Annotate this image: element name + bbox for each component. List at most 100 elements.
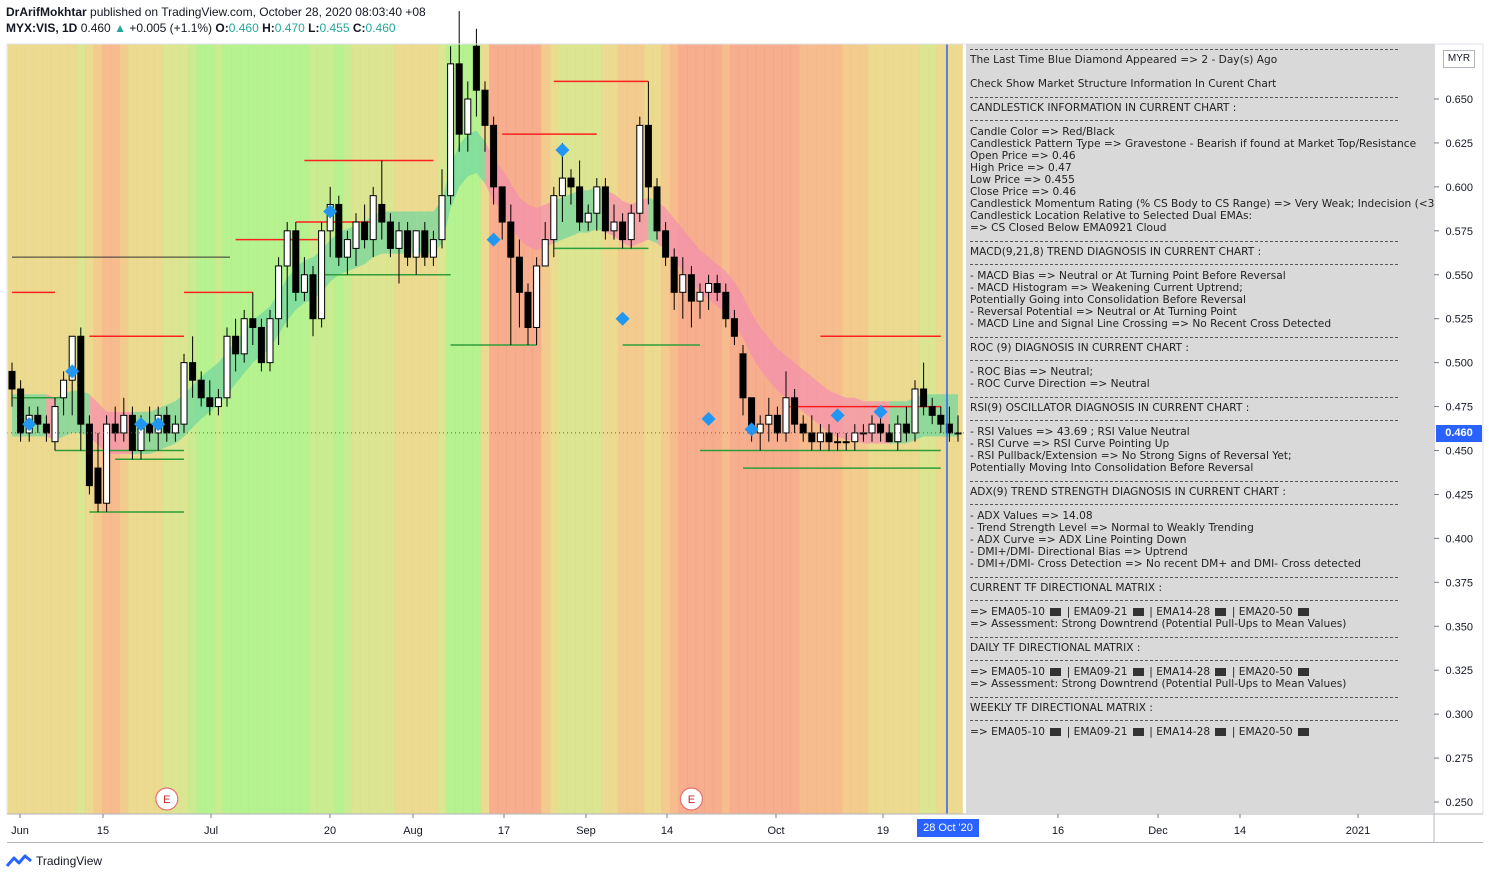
cloud-segment	[519, 197, 528, 247]
candle-body	[249, 318, 257, 328]
candle-body	[421, 230, 429, 258]
price-tick-label: 0.400	[1445, 533, 1473, 545]
symbol-label[interactable]: MYX:VIS, 1D	[6, 21, 78, 35]
bullish-candle	[318, 222, 326, 328]
heat-band	[506, 44, 516, 814]
price-tick-label: 0.450	[1445, 446, 1473, 458]
bullish-candle	[429, 230, 437, 266]
candle-body	[240, 318, 248, 355]
high-label: H:	[262, 21, 275, 35]
candle-body	[636, 124, 644, 214]
tradingview-footer[interactable]: TradingView	[6, 853, 102, 869]
bearish-candle	[773, 406, 781, 442]
cloud-segment	[166, 401, 176, 447]
candle-body	[481, 89, 489, 126]
candle-body	[171, 423, 179, 434]
candle-body	[619, 221, 627, 241]
heat-band	[721, 44, 731, 814]
cloud-segment	[777, 348, 786, 398]
bullish-candle	[223, 327, 231, 407]
candle-body	[309, 274, 317, 320]
bearish-candle	[791, 388, 799, 433]
bullish-candle	[412, 230, 420, 275]
close-label: C:	[352, 21, 366, 35]
candle-body	[937, 414, 945, 425]
bullish-candle	[180, 353, 188, 433]
publish-info: published on TradingView.com, October 28…	[90, 5, 426, 19]
bearish-candle	[77, 327, 85, 451]
heat-band	[291, 44, 301, 814]
blue-diamond-signals	[22, 142, 888, 437]
candle-body	[670, 256, 678, 293]
cloud-segment	[863, 401, 872, 444]
info-line: => Assessment: Strong Downtrend (Potenti…	[970, 618, 1347, 630]
candle-body	[206, 397, 214, 408]
bearish-candle	[386, 213, 394, 258]
candle-body	[851, 432, 859, 443]
bullish-candle	[636, 116, 644, 223]
info-line: Potentially Moving Into Consolidation Be…	[970, 462, 1254, 474]
info-line: => EMA05-10 | EMA09-21 | EMA14-28 | EMA2…	[970, 666, 1311, 678]
bullish-candle	[851, 424, 859, 451]
blue-diamond-icon	[615, 311, 630, 326]
candle-body	[894, 423, 902, 443]
heat-band	[282, 44, 292, 814]
info-line: => Assessment: Strong Downtrend (Potenti…	[970, 678, 1347, 690]
heat-band	[644, 44, 654, 814]
candle-body	[601, 186, 609, 232]
candle-body	[791, 397, 799, 425]
time-tick-label: Oct	[767, 825, 784, 837]
heat-band	[695, 44, 705, 814]
heat-band	[601, 44, 611, 814]
candle-body	[189, 362, 197, 381]
heat-band	[575, 44, 585, 814]
blue-diamond-icon	[486, 232, 501, 247]
heat-band	[704, 44, 714, 814]
candle-body	[877, 423, 885, 434]
heat-band	[472, 44, 482, 814]
info-line: - MACD Bias => Neutral or At Turning Poi…	[970, 270, 1286, 282]
candle-body	[627, 212, 635, 241]
candlesticks[interactable]	[8, 11, 962, 513]
earnings-label: E	[688, 794, 695, 806]
candle-body	[928, 406, 936, 416]
bottom-border	[7, 842, 1483, 843]
candle-body	[412, 230, 420, 258]
heat-band	[687, 44, 697, 814]
info-section-heading: CANDLESTICK INFORMATION IN CURRENT CHART…	[970, 102, 1237, 114]
candle-body	[920, 388, 928, 408]
candle-body	[868, 423, 876, 434]
cloud-segment	[682, 229, 692, 282]
bullish-candle	[240, 309, 248, 363]
dashed-separator	[970, 697, 1398, 698]
candle-body	[300, 274, 308, 293]
heat-band	[558, 44, 568, 814]
candle-body	[352, 221, 360, 249]
bullish-candle	[266, 309, 274, 372]
info-line: - Trend Strength Level => Normal to Weak…	[970, 522, 1254, 534]
publish-line: DrArifMokhtar published on TradingView.c…	[6, 4, 426, 20]
cloud-segment	[768, 338, 778, 391]
bearish-candle	[206, 380, 214, 416]
earnings-marker: E	[155, 787, 179, 811]
time-axis[interactable]: Jun 15 Jul 20 Aug 17 Sep 14 Oct 19 16 Dec 14 2021	[11, 814, 1370, 837]
heat-band	[317, 44, 327, 814]
candle-body	[146, 423, 154, 434]
bearish-candle	[292, 222, 300, 302]
bullish-candle	[593, 178, 601, 231]
candle-body	[292, 230, 300, 293]
chart-overlay	[6, 43, 1484, 843]
heat-band	[661, 44, 671, 814]
downtrend-icon	[1215, 668, 1227, 676]
chart-header: DrArifMokhtar published on TradingView.c…	[6, 4, 426, 36]
price-axis[interactable]: 0.250 0.275 0.300 0.325 0.350 0.375 0.400 0.425…	[1434, 94, 1473, 809]
info-line: Open Price => 0.46	[970, 150, 1076, 162]
bearish-candle	[877, 415, 885, 442]
time-tick-label: Dec	[1148, 825, 1168, 837]
info-section-heading: CURRENT TF DIRECTIONAL MATRIX :	[970, 582, 1163, 594]
crosshair-date-tag: 28 Oct '20	[917, 819, 979, 837]
time-tick-label: 17	[498, 825, 510, 837]
author-link[interactable]: DrArifMokhtar	[6, 5, 87, 19]
